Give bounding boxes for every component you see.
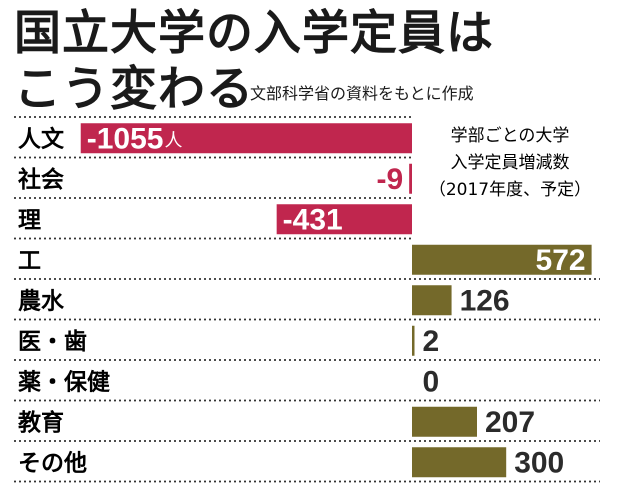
category-label: 医・歯 <box>18 329 87 355</box>
category-label: 工 <box>18 248 41 274</box>
bar <box>412 285 452 316</box>
value-label: -9 <box>376 163 403 196</box>
category-label: 理 <box>18 207 41 233</box>
title-line-2: こう変わる <box>14 62 254 117</box>
category-label: その他 <box>18 450 87 476</box>
category-label: 社会 <box>18 166 64 193</box>
category-label: 薬・保健 <box>18 368 110 395</box>
bar <box>412 244 592 275</box>
unit-label: 人 <box>164 130 182 151</box>
bar <box>412 447 507 478</box>
bar <box>409 163 412 194</box>
chart-note-line-1: 学部ごとの大学 <box>451 126 570 146</box>
value-label: 572 <box>536 244 586 277</box>
source-note: 文部科学省の資料をもとに作成 <box>250 84 474 103</box>
value-label: 207 <box>485 406 535 439</box>
value-label: -431 <box>283 203 343 236</box>
bar <box>276 204 412 235</box>
chart-note-line-3: （2017年度、予定） <box>429 180 591 200</box>
category-label: 人文 <box>18 125 65 152</box>
category-label: 農水 <box>18 288 65 314</box>
value-label: 126 <box>460 284 510 317</box>
bar <box>412 406 477 437</box>
value-label: 300 <box>514 446 564 479</box>
bar <box>412 325 415 356</box>
value-label: 2 <box>423 325 440 358</box>
value-label: -1055 <box>87 122 164 155</box>
bar <box>80 123 412 154</box>
category-label: 教育 <box>18 409 64 436</box>
value-label: 0 <box>423 365 440 398</box>
title-line-1: 国立大学の入学定員は <box>14 6 494 61</box>
chart-note-line-2: 入学定員増減数 <box>451 153 570 173</box>
